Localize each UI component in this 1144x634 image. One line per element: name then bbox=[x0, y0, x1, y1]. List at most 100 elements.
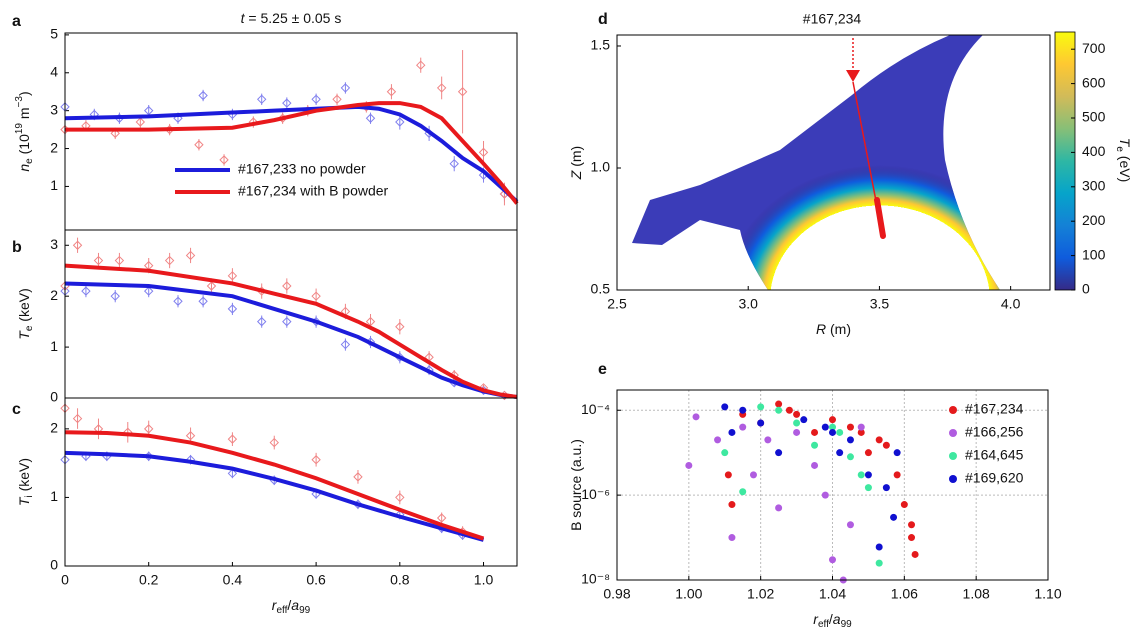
y-tick-label: 3 bbox=[50, 101, 58, 117]
data-point bbox=[846, 423, 854, 431]
y-tick-label: 1.0 bbox=[591, 159, 611, 175]
data-point bbox=[893, 471, 901, 479]
data-point bbox=[227, 468, 238, 479]
y-axis-label-part: (m) bbox=[568, 146, 584, 171]
data-point bbox=[864, 471, 872, 479]
y-tick-label: 2 bbox=[50, 287, 58, 303]
legend-marker bbox=[949, 406, 957, 414]
data-point bbox=[110, 128, 120, 139]
y-axis-label-part: m bbox=[16, 107, 32, 123]
fit-line bbox=[64, 263, 518, 399]
data-point bbox=[846, 521, 854, 529]
panel-letter: d bbox=[598, 11, 608, 28]
y-tick-label: 5 bbox=[50, 26, 58, 42]
data-point bbox=[757, 403, 765, 411]
fit-line bbox=[64, 281, 518, 399]
x-axis-label: reff/a99 bbox=[813, 611, 852, 630]
data-point bbox=[721, 403, 729, 411]
plasma-map bbox=[632, 35, 1000, 290]
data-point bbox=[340, 83, 351, 93]
y-tick-label: 2 bbox=[50, 420, 58, 436]
data-point bbox=[416, 60, 426, 70]
data-point bbox=[864, 449, 872, 457]
data-point bbox=[890, 513, 898, 521]
data-point bbox=[185, 431, 196, 441]
data-point bbox=[846, 436, 854, 444]
data-point bbox=[728, 501, 736, 509]
y-tick-label: 1 bbox=[50, 177, 58, 193]
data-point bbox=[811, 461, 819, 469]
data-point bbox=[793, 419, 801, 427]
x-tick-label: 0.8 bbox=[390, 572, 410, 588]
data-point bbox=[173, 296, 183, 306]
y-axis-label-part: n bbox=[16, 164, 32, 172]
y-axis-label-part: T bbox=[16, 496, 32, 506]
y-axis-label-part: (keV) bbox=[16, 458, 32, 495]
data-point bbox=[893, 449, 901, 457]
annotation: #167,234 bbox=[803, 11, 862, 27]
x-tick-label: 1.00 bbox=[675, 586, 702, 602]
x-axis-label-part: r bbox=[272, 597, 278, 613]
data-point bbox=[282, 316, 292, 327]
colorbar-label-part: e bbox=[1114, 146, 1125, 152]
data-point bbox=[728, 534, 736, 542]
data-point bbox=[282, 98, 292, 108]
y-axis-label-part: −3 bbox=[14, 96, 25, 108]
data-point bbox=[785, 406, 793, 414]
data-point bbox=[395, 117, 405, 127]
data-point bbox=[227, 271, 238, 281]
chart-title: t = 5.25 ± 0.05 s bbox=[241, 10, 342, 26]
fit-line bbox=[64, 430, 485, 541]
data-point bbox=[72, 413, 83, 424]
data-point bbox=[857, 423, 865, 431]
data-point bbox=[775, 449, 783, 457]
data-point bbox=[457, 87, 468, 97]
colorbar-label: Te (eV) bbox=[1114, 138, 1133, 182]
data-point bbox=[143, 424, 154, 434]
x-axis-label-part: 99 bbox=[841, 619, 853, 630]
legend-marker bbox=[949, 475, 957, 483]
y-tick-label: 1 bbox=[50, 488, 58, 504]
data-point bbox=[800, 416, 808, 424]
legend-label: #167,234 with B powder bbox=[238, 183, 389, 199]
x-tick-label: 1.06 bbox=[891, 586, 918, 602]
data-point bbox=[764, 436, 772, 444]
data-point bbox=[793, 428, 801, 436]
y-tick-label: 3 bbox=[50, 236, 58, 252]
data-point bbox=[282, 281, 292, 291]
y-axis-label-part: e bbox=[24, 325, 35, 331]
data-point bbox=[728, 428, 736, 436]
colorbar-tick-label: 200 bbox=[1082, 212, 1106, 228]
y-axis-label: B source (a.u.) bbox=[568, 439, 584, 531]
panel-letter: c bbox=[12, 401, 21, 418]
data-point bbox=[775, 400, 783, 408]
y-axis-label-part: 19 bbox=[14, 123, 25, 135]
x-tick-label: 0.2 bbox=[139, 572, 159, 588]
data-point bbox=[908, 521, 916, 529]
data-point bbox=[311, 291, 321, 301]
data-point bbox=[775, 406, 783, 414]
legend-label: #167,233 no powder bbox=[238, 161, 366, 177]
colorbar-tick-label: 600 bbox=[1082, 74, 1106, 90]
y-tick-label: 10⁻⁴ bbox=[581, 401, 610, 417]
x-axis-label-part: r bbox=[813, 611, 819, 627]
x-axis-label: R (m) bbox=[816, 321, 851, 337]
x-tick-label: 0.98 bbox=[603, 586, 630, 602]
data-point bbox=[114, 255, 125, 266]
colorbar-tick-label: 0 bbox=[1082, 281, 1090, 297]
y-tick-label: 0 bbox=[50, 557, 58, 573]
legend-label: #167,234 bbox=[965, 401, 1024, 417]
x-axis-label-part: / bbox=[287, 597, 291, 613]
x-tick-label: 1.10 bbox=[1034, 586, 1061, 602]
data-point bbox=[739, 488, 747, 496]
colorbar bbox=[1054, 31, 1076, 291]
data-point bbox=[143, 286, 154, 296]
data-point bbox=[882, 441, 890, 449]
colorbar-tick-label: 300 bbox=[1082, 178, 1106, 194]
x-tick-label: 0.6 bbox=[306, 572, 326, 588]
data-point bbox=[269, 437, 279, 448]
data-point bbox=[198, 296, 208, 306]
y-axis-label-part: Z bbox=[568, 170, 584, 180]
x-tick-label: 1.08 bbox=[963, 586, 990, 602]
